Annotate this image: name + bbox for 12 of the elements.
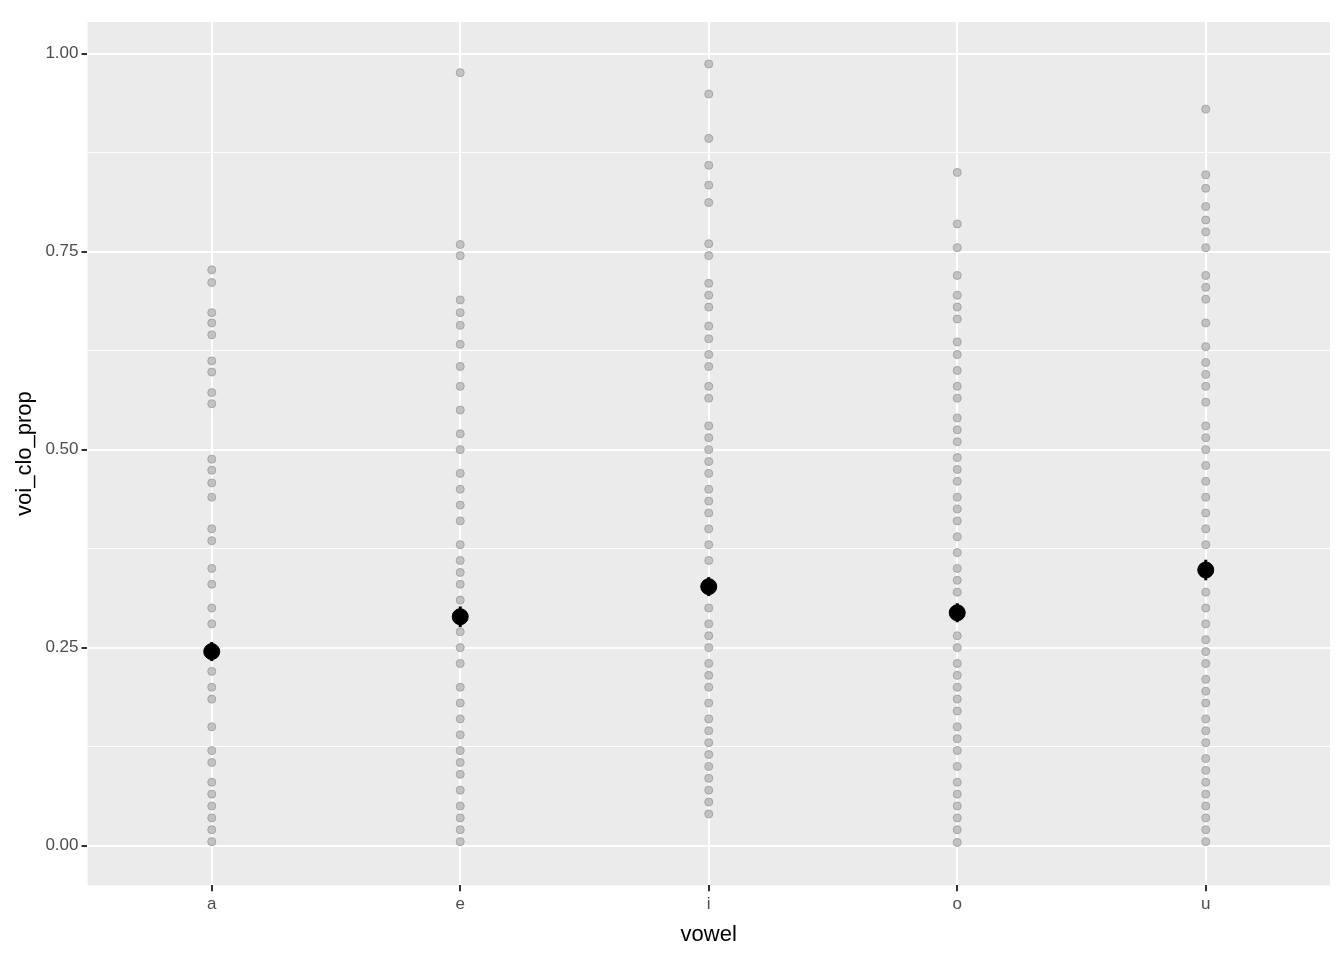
x-axis-title: vowel: [680, 920, 737, 946]
x-tick-label: a: [207, 894, 217, 914]
y-tick-label: 1.00: [45, 43, 79, 63]
x-tick-label: i: [706, 894, 711, 914]
y-tick-label: 0.50: [45, 439, 79, 459]
x-tick-label: e: [455, 894, 465, 914]
y-tick-label: 0.00: [45, 835, 79, 855]
y-tick-label: 0.75: [45, 241, 79, 261]
y-axis-title: voi_clo_prop: [11, 391, 37, 516]
y-tick-label: 0.25: [45, 637, 79, 657]
x-tick-label: u: [1201, 894, 1211, 914]
x-tick-label: o: [952, 894, 962, 914]
